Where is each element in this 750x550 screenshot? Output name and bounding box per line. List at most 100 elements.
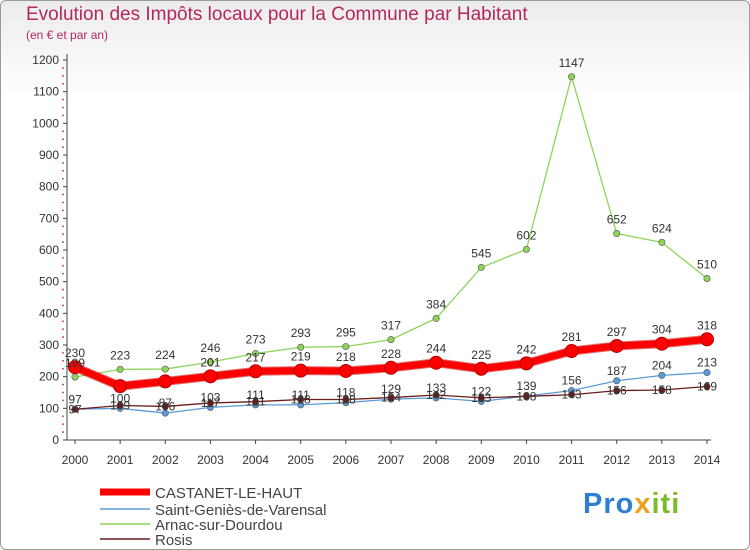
y-minor-tick: [62, 162, 64, 164]
data-label: 602: [516, 228, 536, 242]
data-label: 273: [246, 333, 266, 347]
y-minor-tick: [62, 431, 64, 433]
y-minor-tick: [62, 257, 64, 259]
data-label: 510: [697, 258, 717, 272]
data-point: [206, 399, 214, 407]
data-label: 242: [516, 342, 536, 356]
data-label: 224: [155, 348, 175, 362]
data-point: [477, 394, 485, 402]
data-point: [613, 377, 621, 385]
data-label: 295: [336, 326, 356, 340]
y-tick-label: 100: [39, 401, 59, 415]
y-minor-tick: [62, 130, 64, 133]
data-point: [293, 363, 308, 378]
y-tick-label: 400: [39, 306, 59, 320]
data-label: 384: [426, 297, 446, 311]
data-point: [658, 238, 666, 246]
data-label: 218: [336, 350, 356, 364]
y-minor-tick: [62, 241, 64, 243]
data-label: 97: [68, 392, 82, 406]
data-label: 230: [65, 346, 85, 360]
legend-label: Arnac-sur-Dourdou: [155, 517, 283, 534]
data-label: 100: [110, 391, 130, 405]
y-minor-tick: [62, 336, 64, 338]
y-minor-tick: [62, 304, 64, 307]
data-point: [68, 360, 82, 375]
x-tick-label: 2010: [513, 453, 540, 467]
data-label: 228: [381, 347, 401, 361]
data-label: 87: [159, 396, 173, 410]
data-label: 138: [516, 389, 536, 403]
data-point: [477, 263, 485, 271]
x-tick-label: 2003: [197, 453, 224, 467]
x-tick-label: 2002: [152, 453, 179, 467]
data-point: [116, 365, 124, 373]
data-label: 133: [426, 381, 446, 395]
legend: CASTANET-LE-HAUTSaint-Geniès-de-Varensal…: [100, 485, 326, 549]
y-tick-label: 1100: [33, 85, 59, 99]
x-tick-label: 2004: [242, 453, 269, 467]
data-point: [700, 332, 714, 347]
data-point: [564, 344, 579, 359]
logo-part-1: Pro: [583, 488, 635, 520]
y-minor-tick: [62, 225, 64, 228]
data-label: 201: [200, 355, 220, 369]
data-label: 103: [200, 390, 220, 404]
x-tick-label: 2000: [62, 453, 89, 467]
data-label: 204: [652, 358, 672, 372]
data-point: [71, 405, 79, 413]
data-point: [658, 386, 666, 394]
data-point: [658, 371, 666, 379]
data-label: 246: [200, 341, 220, 355]
y-minor-tick: [62, 328, 64, 331]
y-minor-tick: [62, 82, 64, 85]
data-label: 109: [110, 398, 130, 412]
y-minor-tick: [62, 98, 64, 101]
data-label: 122: [471, 384, 491, 398]
data-label: 223: [110, 348, 130, 362]
data-label: 128: [336, 392, 356, 406]
data-label: 225: [471, 348, 491, 362]
x-tick-label: 2014: [694, 453, 721, 467]
x-tick-label: 2007: [378, 453, 405, 467]
data-label: 244: [426, 342, 446, 356]
data-point: [113, 379, 128, 394]
data-label: 281: [562, 330, 582, 344]
y-minor-tick: [62, 399, 64, 402]
y-tick-label: 500: [39, 275, 59, 289]
data-point: [387, 394, 395, 402]
data-point: [703, 369, 711, 377]
y-tick-label: 1200: [32, 53, 59, 67]
y-minor-tick: [62, 367, 64, 370]
data-point: [474, 361, 489, 376]
y-minor-tick: [62, 296, 64, 299]
data-label: 129: [381, 382, 401, 396]
y-minor-tick: [62, 233, 64, 236]
y-tick-label: 1000: [32, 116, 59, 130]
data-label: 156: [562, 374, 582, 388]
y-minor-tick: [62, 138, 64, 141]
data-point: [519, 356, 534, 371]
data-point: [384, 360, 398, 375]
data-label: 106: [155, 399, 175, 413]
data-label: 111: [246, 388, 265, 402]
y-minor-tick: [62, 391, 64, 394]
data-point: [703, 274, 711, 282]
data-point: [297, 395, 305, 403]
data-point: [252, 350, 260, 358]
data-point: [387, 336, 395, 344]
y-minor-tick: [62, 288, 64, 291]
data-label: 624: [652, 221, 672, 235]
y-tick-label: 0: [52, 433, 59, 447]
data-point: [161, 365, 169, 373]
y-minor-tick: [62, 320, 64, 323]
data-label: 156: [607, 384, 627, 398]
data-label: 187: [607, 364, 627, 378]
y-tick-label: 600: [39, 243, 59, 257]
data-label: 318: [697, 318, 717, 332]
y-minor-tick: [62, 272, 64, 275]
data-point: [432, 314, 440, 322]
y-minor-tick: [62, 423, 64, 426]
y-minor-tick: [62, 106, 64, 109]
y-tick-label: 900: [39, 148, 59, 162]
